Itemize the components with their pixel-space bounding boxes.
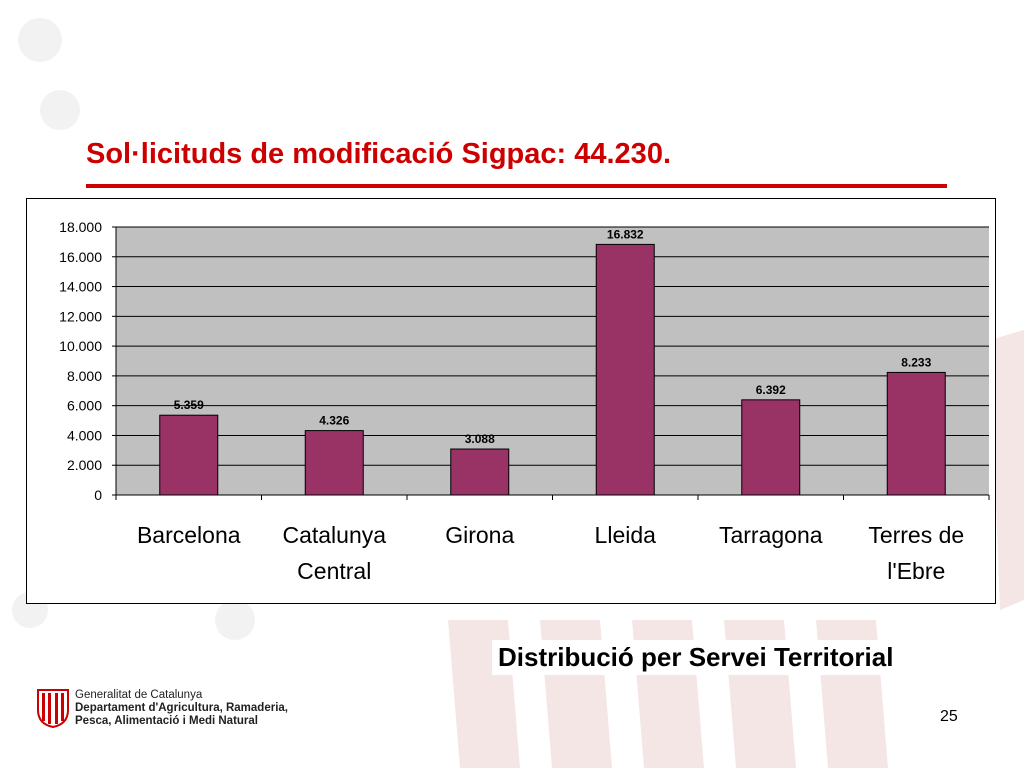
y-tick-label: 2.000 xyxy=(67,457,102,473)
bar xyxy=(450,448,510,496)
y-tick-label: 12.000 xyxy=(59,308,102,324)
organization-name: Generalitat de Catalunya Departament d'A… xyxy=(75,689,288,728)
bar-chart: 0 2.000 4.000 6.000 8.000 10.000 12.000 14.000 1… xyxy=(59,219,990,584)
x-category-label: Terres de xyxy=(868,522,964,548)
data-label: 3.088 xyxy=(465,432,495,446)
y-tick-label: 0 xyxy=(94,487,102,503)
y-tick-label: 18.000 xyxy=(59,219,102,235)
chart-frame: 0 2.000 4.000 6.000 8.000 10.000 12.000 14.000 1… xyxy=(26,198,996,604)
data-label: 8.233 xyxy=(901,355,931,369)
y-tick-label: 4.000 xyxy=(67,427,102,443)
bar xyxy=(159,414,219,496)
bar xyxy=(595,243,655,496)
y-tick-label: 8.000 xyxy=(67,368,102,384)
data-label: 5.359 xyxy=(174,398,204,412)
data-label: 16.832 xyxy=(607,227,644,241)
x-category-label: Girona xyxy=(445,522,514,548)
generalitat-logo-icon xyxy=(37,689,69,728)
x-category-label: Lleida xyxy=(595,522,657,548)
org-line-department: Departament d'Agricultura, Ramaderia, xyxy=(75,702,288,714)
org-line-generalitat: Generalitat de Catalunya xyxy=(75,689,203,701)
y-tick-label: 10.000 xyxy=(59,338,102,354)
x-category-label: Catalunya xyxy=(282,522,386,548)
bar xyxy=(741,399,801,496)
y-tick-label: 14.000 xyxy=(59,279,102,295)
y-tick-label: 16.000 xyxy=(59,249,102,265)
title-underline xyxy=(86,184,947,188)
bar xyxy=(304,430,364,496)
x-category-label: Tarragona xyxy=(719,522,823,548)
org-line-department-cont: Pesca, Alimentació i Medi Natural xyxy=(75,715,258,727)
data-label: 6.392 xyxy=(756,383,786,397)
y-tick-label: 6.000 xyxy=(67,398,102,414)
x-category-label: l'Ebre xyxy=(887,558,945,584)
slide-title: Sol·licituds de modificació Sigpac: 44.2… xyxy=(86,138,671,170)
page-number: 25 xyxy=(940,708,958,725)
chart-caption: Distribució per Servei Territorial xyxy=(492,640,900,675)
bar xyxy=(886,371,946,496)
plot-area xyxy=(116,227,989,495)
data-label: 4.326 xyxy=(319,414,349,428)
x-category-label: Central xyxy=(297,558,371,584)
x-category-label: Barcelona xyxy=(137,522,241,548)
